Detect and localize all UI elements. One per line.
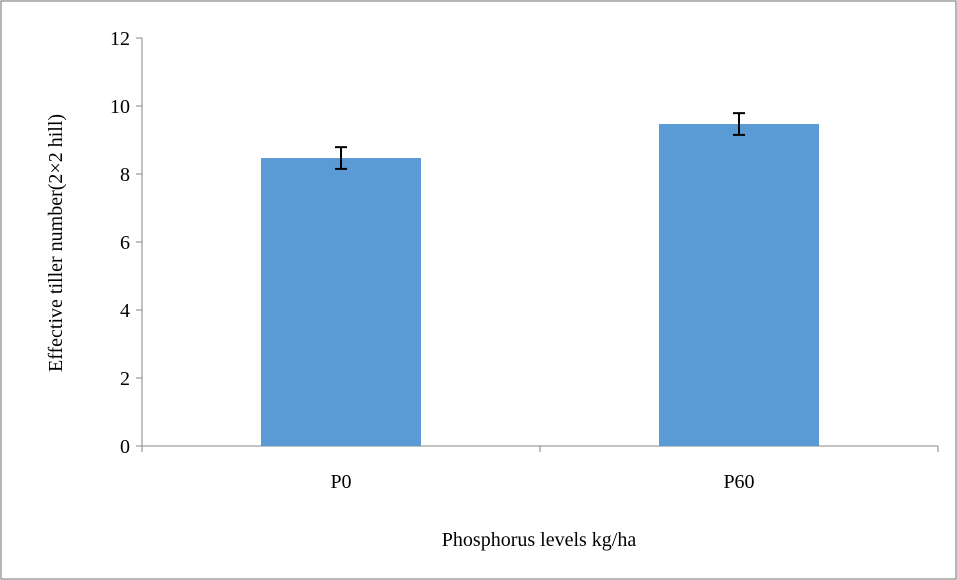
x-tick-label: P0 (330, 471, 351, 493)
x-tick-label: P60 (723, 471, 754, 493)
bar-p0 (261, 158, 421, 446)
y-tick-label: 0 (120, 436, 130, 458)
x-axis-title: Phosphorus levels kg/ha (442, 529, 637, 551)
y-tick-label: 2 (120, 368, 130, 390)
bar-p60 (659, 124, 819, 447)
y-tick-label: 4 (120, 300, 130, 322)
y-tick-label: 12 (110, 28, 130, 50)
y-axis-title: Effective tiller number(2×2 hill) (45, 114, 67, 372)
y-tick-label: 6 (120, 232, 130, 254)
plot-area: 0 2 4 6 8 10 12 P0 P60 (110, 28, 939, 493)
y-tick-label: 10 (110, 96, 130, 118)
y-tick-label: 8 (120, 164, 130, 186)
